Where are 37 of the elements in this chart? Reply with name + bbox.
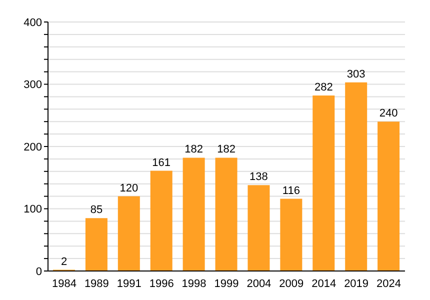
x-tick-label: 2004 [246,278,272,290]
x-tick-label: 2019 [344,278,369,290]
x-tick-label: 1996 [149,278,174,290]
x-tick-label: 1998 [182,278,206,290]
data-label: 182 [184,144,203,156]
x-tick-label: 1984 [52,278,76,290]
bar [280,198,302,271]
bar [215,158,238,271]
data-label: 240 [379,108,398,120]
data-label: 138 [250,171,268,184]
data-label: 161 [152,156,171,169]
bar [85,218,108,271]
bar [248,185,270,271]
x-tick-label: 1991 [116,278,142,290]
y-tick-label: 100 [24,204,42,216]
data-label: 116 [282,184,300,197]
bar [182,158,205,271]
y-tick-label: 0 [36,266,42,278]
y-tick-label: 300 [24,79,42,92]
data-label: 2 [60,256,68,268]
data-label: 303 [346,68,366,80]
x-tick-label: 1989 [84,278,109,290]
data-label: 182 [217,144,236,156]
data-label: 120 [120,182,138,194]
bar [150,170,172,271]
bar [378,122,400,271]
x-tick-label: 2014 [312,278,336,290]
x-tick-label: 1999 [214,278,239,290]
x-tick-label: 2024 [376,278,402,290]
data-label: 282 [314,81,333,94]
bar [118,196,140,271]
data-label: 85 [90,204,103,216]
y-tick-label: 200 [24,141,42,154]
x-tick-label: 2009 [279,278,304,290]
y-tick-label: 400 [24,16,42,29]
bar [312,95,335,271]
bar [345,82,368,271]
